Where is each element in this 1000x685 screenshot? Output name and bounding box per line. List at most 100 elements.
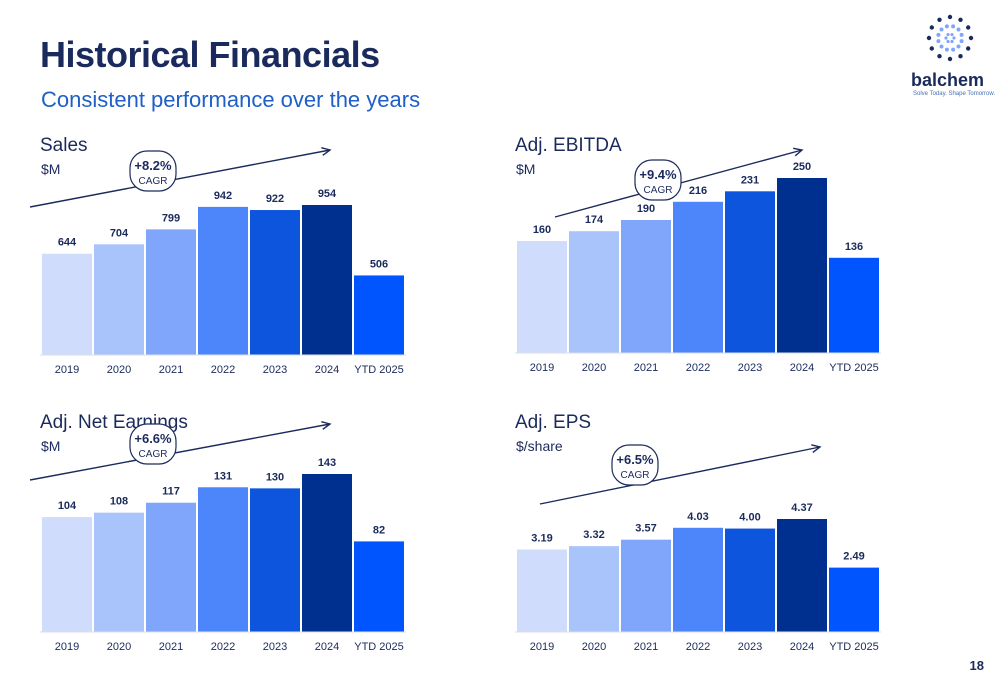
data-label: 143	[318, 457, 336, 469]
tick-label: 2019	[55, 364, 79, 376]
tick-label: 2023	[738, 362, 762, 374]
bar	[829, 567, 879, 632]
logo-dot	[958, 17, 963, 23]
cagr-badge: +6.5% CAGR	[611, 444, 659, 486]
trend-arrow	[29, 146, 332, 208]
cagr-label: CAGR	[644, 185, 673, 196]
logo-dot	[950, 32, 954, 37]
data-label: 190	[637, 203, 655, 215]
eps-panel: Adj. EPS $/share +6.5% CAGR 3.19 2019 3.32 20…	[515, 412, 915, 653]
net-earnings-panel: Adj. Net Earnings $M +6.6% CAGR 104 2019 108…	[29, 412, 440, 653]
bar	[569, 546, 619, 632]
tick-label: 2021	[159, 364, 183, 376]
data-label: 4.03	[687, 511, 708, 523]
logo-dot	[958, 53, 963, 59]
bar	[146, 502, 196, 632]
bar	[569, 231, 619, 353]
bar	[621, 220, 671, 353]
tick-label: 2024	[315, 641, 339, 653]
bar	[42, 517, 92, 632]
tick-label: 2023	[263, 364, 287, 376]
bar	[94, 244, 144, 355]
logo-dot	[956, 27, 961, 32]
tick-label: 2021	[634, 641, 658, 653]
tick-label: 2020	[582, 641, 606, 653]
logo-dot	[946, 39, 950, 44]
cagr-value: +8.2%	[134, 158, 172, 173]
data-label: 4.37	[791, 502, 812, 514]
net-earnings-chart: +6.6% CAGR 104 2019 108 2020 117 2021 131 2022 130…	[29, 420, 406, 653]
bar	[302, 474, 352, 632]
tick-label: YTD 2025	[829, 362, 879, 374]
data-label: 250	[793, 161, 811, 173]
tick-label: 2022	[211, 641, 235, 653]
data-label: 131	[214, 470, 232, 482]
tick-label: 2020	[582, 362, 606, 374]
bar	[94, 512, 144, 632]
logo-dot	[950, 39, 954, 44]
logo-dot	[946, 32, 950, 37]
data-label: 704	[110, 227, 129, 239]
data-label: 130	[266, 471, 284, 483]
tick-label: 2020	[107, 641, 131, 653]
bar	[673, 527, 723, 632]
data-label: 136	[845, 241, 863, 253]
cagr-label: CAGR	[621, 470, 650, 481]
cagr-badge: +8.2% CAGR	[129, 150, 177, 192]
trend-arrow	[539, 444, 822, 505]
eps-chart: +6.5% CAGR 3.19 2019 3.32 2020 3.57 2021 4.03 202…	[515, 444, 881, 653]
logo-dot	[959, 32, 964, 37]
ebitda-panel: Adj. EBITDA $M +9.4% CAGR 160 2019 174 2020 19…	[515, 135, 915, 375]
logo-dot	[929, 25, 935, 30]
ebitda-title: Adj. EBITDA	[515, 135, 622, 156]
eps-title: Adj. EPS	[515, 412, 592, 433]
logo-dot	[965, 46, 971, 51]
tick-label: 2023	[738, 641, 762, 653]
logo-dot	[939, 27, 944, 32]
logo-dot	[965, 25, 971, 30]
logo-dot	[944, 24, 949, 29]
logo-dot	[944, 36, 948, 40]
dots-logo-icon	[926, 14, 974, 62]
bar	[250, 210, 300, 355]
data-label: 799	[162, 212, 180, 224]
bar	[777, 519, 827, 632]
data-label: 104	[58, 500, 77, 512]
logo-dot	[939, 44, 944, 49]
tick-label: 2022	[211, 364, 235, 376]
data-label: 922	[266, 193, 284, 205]
eps-unit: $/share	[516, 438, 563, 454]
data-label: 108	[110, 496, 128, 508]
bar	[42, 253, 92, 355]
bar	[517, 549, 567, 632]
tick-label: 2019	[530, 641, 554, 653]
tick-label: 2021	[634, 362, 658, 374]
ebitda-unit: $M	[516, 161, 536, 177]
logo-dot	[956, 44, 961, 49]
tick-label: YTD 2025	[829, 641, 879, 653]
sales-panel: Sales $M +8.2% CAGR 644 2019 704 2020 799 2021 9…	[29, 135, 440, 376]
logo-dot	[937, 53, 942, 59]
logo-brand-text: balchem	[911, 70, 985, 90]
cagr-label: CAGR	[139, 449, 168, 460]
tick-label: 2022	[686, 641, 710, 653]
logo-dots	[926, 14, 974, 62]
net-earnings-unit: $M	[41, 438, 61, 454]
data-label: 942	[214, 190, 232, 202]
tick-label: 2019	[55, 641, 79, 653]
data-label: 644	[58, 237, 77, 249]
bar	[725, 528, 775, 632]
bar	[725, 191, 775, 353]
data-label: 4.00	[739, 512, 760, 524]
data-label: 2.49	[843, 551, 864, 563]
bar	[621, 539, 671, 632]
tick-label: 2024	[790, 362, 814, 374]
sales-unit: $M	[41, 161, 61, 177]
logo-dot	[968, 35, 974, 41]
data-label: 3.57	[635, 523, 656, 535]
data-label: 82	[373, 524, 385, 536]
page-title: Historical Financials	[40, 34, 380, 75]
cagr-badge: +6.6% CAGR	[129, 423, 177, 465]
cagr-badge: +9.4% CAGR	[634, 159, 682, 201]
data-label: 954	[318, 188, 337, 200]
